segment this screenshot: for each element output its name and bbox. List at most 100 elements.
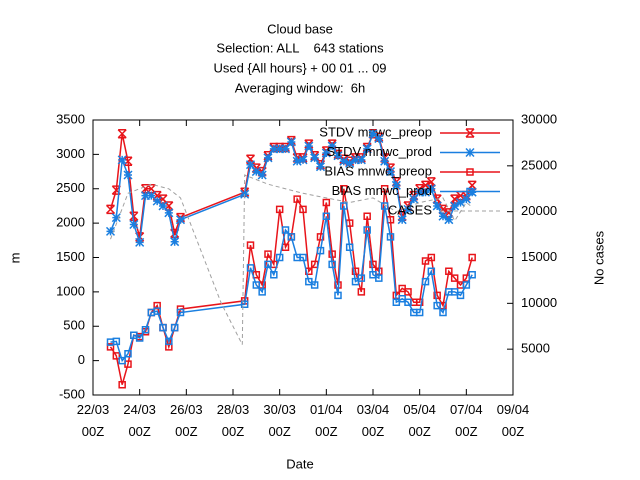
x-tick-label: 03/04 00Z — [356, 402, 390, 439]
legend-marker — [466, 168, 474, 176]
data-point — [117, 155, 127, 165]
data-point — [421, 257, 430, 265]
data-point — [380, 202, 389, 210]
y-tick-label: 1500 — [56, 249, 85, 264]
data-point — [123, 156, 133, 166]
data-point — [427, 267, 436, 275]
data-point — [339, 156, 349, 166]
data-point — [357, 288, 366, 296]
data-point — [374, 134, 384, 144]
data-point — [158, 201, 168, 211]
x-tick-label: 01/04 00Z — [310, 402, 343, 439]
data-point — [299, 205, 307, 214]
data-point — [281, 226, 290, 234]
data-point — [426, 177, 436, 187]
data-point — [362, 144, 372, 154]
data-point — [240, 300, 249, 308]
data-point — [140, 191, 151, 201]
data-point — [129, 219, 139, 230]
data-point — [356, 155, 366, 165]
data-point — [287, 233, 296, 241]
data-point — [270, 270, 278, 279]
data-point — [380, 156, 390, 166]
data-point — [117, 129, 127, 139]
data-point — [298, 155, 308, 165]
series-line — [110, 174, 473, 345]
x-tick-label: 05/04 00Z — [403, 402, 436, 439]
data-point — [275, 253, 284, 262]
data-point — [350, 155, 361, 165]
data-point — [135, 237, 145, 247]
data-point — [170, 323, 179, 332]
series-line — [109, 188, 473, 385]
y-tick-label: 3000 — [56, 146, 85, 161]
data-point — [275, 144, 285, 154]
data-point — [421, 277, 430, 286]
data-point — [438, 204, 448, 215]
data-point — [147, 308, 156, 317]
data-point — [351, 267, 360, 275]
data-point — [468, 270, 476, 279]
x-axis-label: Date — [286, 456, 313, 471]
data-point — [159, 323, 167, 332]
data-point — [327, 141, 337, 151]
data-point — [146, 191, 156, 201]
data-point — [345, 243, 354, 251]
data-point — [152, 196, 162, 206]
data-point — [391, 180, 401, 190]
y-tick-label: 3500 — [56, 111, 85, 126]
x-tick-label: 09/04 00Z — [496, 402, 530, 439]
data-point — [433, 291, 441, 300]
data-point — [105, 226, 116, 236]
data-point — [420, 180, 431, 191]
x-tick-label: 07/04 00Z — [450, 402, 483, 439]
data-point — [129, 211, 139, 221]
legend-marker — [466, 187, 474, 196]
data-point — [363, 212, 371, 220]
data-point — [281, 243, 290, 251]
data-point — [334, 291, 342, 300]
y2-tick-label: 20000 — [521, 203, 557, 218]
x-tick-label: 24/03 00Z — [123, 402, 156, 439]
data-point — [140, 184, 151, 194]
y2-tick-label: 5000 — [521, 341, 550, 356]
data-point — [438, 211, 448, 221]
y-tick-label: 2000 — [56, 215, 85, 230]
data-point — [310, 153, 320, 163]
data-point — [340, 185, 348, 193]
data-point — [293, 195, 301, 203]
data-point — [105, 204, 116, 215]
data-point — [118, 380, 126, 389]
data-point — [257, 170, 267, 180]
data-point — [111, 213, 121, 223]
data-point — [322, 198, 331, 207]
data-point — [170, 237, 180, 247]
data-point — [444, 208, 454, 218]
data-point — [269, 144, 279, 154]
data-point — [245, 160, 256, 170]
data-point — [450, 194, 460, 204]
data-point — [461, 194, 471, 204]
legend-marker — [465, 128, 475, 138]
chart-subtitle: Used {All hours} + 00 01 ... 09 — [213, 60, 386, 75]
y-tick-label: 1000 — [56, 283, 85, 298]
data-point — [420, 187, 431, 197]
data-point — [415, 298, 424, 306]
data-point — [426, 184, 436, 194]
data-point — [141, 325, 150, 334]
data-point — [468, 253, 476, 262]
data-point — [264, 250, 272, 258]
data-point — [310, 281, 319, 289]
data-point — [345, 158, 355, 168]
y2-tick-label: 25000 — [521, 157, 557, 172]
data-point — [175, 215, 186, 225]
data-point — [165, 337, 173, 346]
data-point — [456, 291, 465, 300]
y2-tick-label: 30000 — [521, 111, 557, 126]
legend-label: CASES — [388, 202, 432, 217]
data-point — [176, 308, 185, 317]
series-line — [110, 205, 473, 363]
data-point — [386, 233, 395, 241]
x-tick-label: 28/03 00Z — [216, 402, 250, 439]
